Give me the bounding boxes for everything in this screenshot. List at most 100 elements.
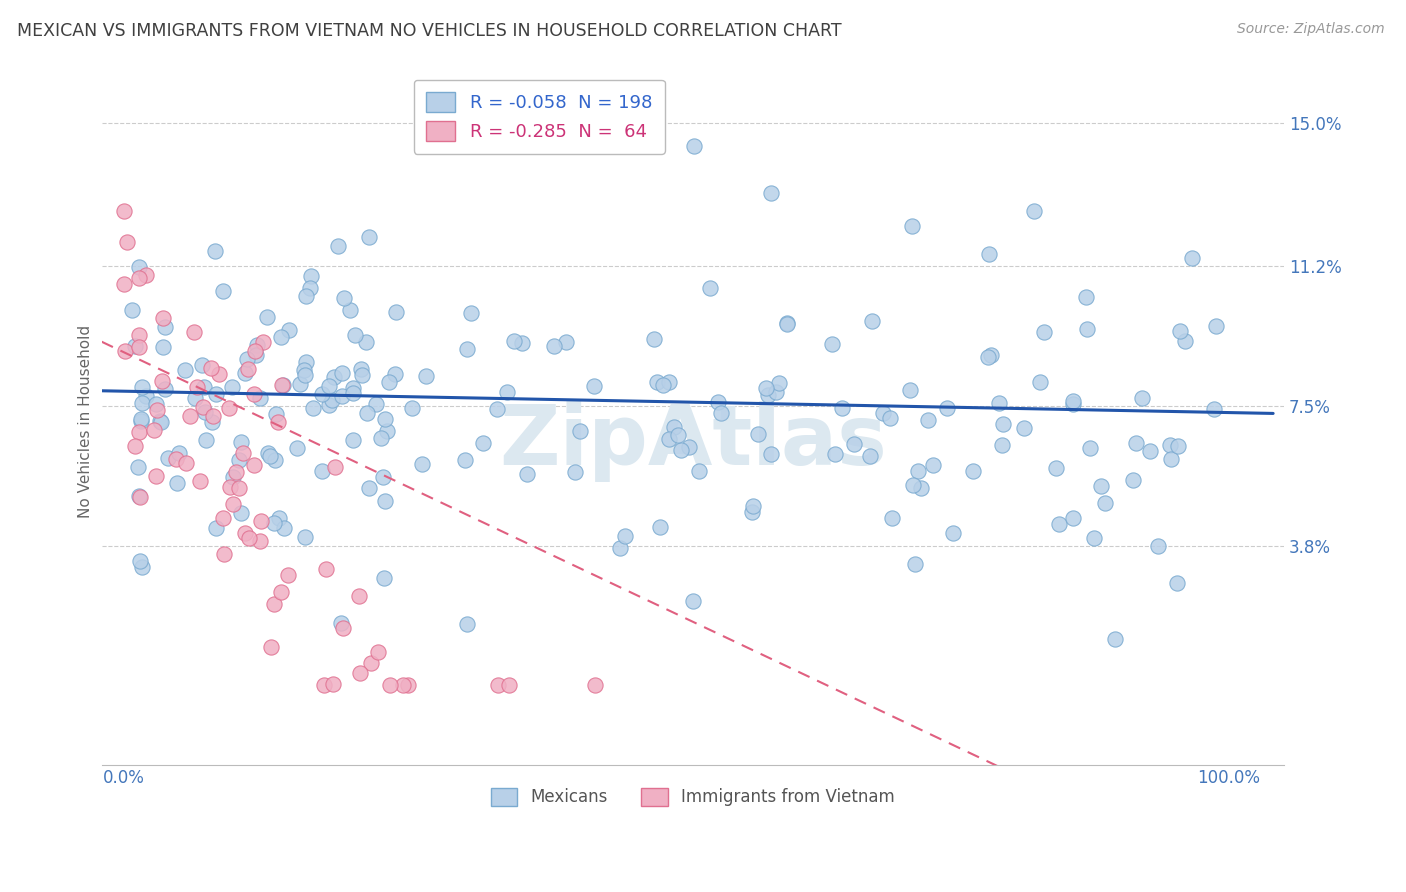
Point	[127, 459, 149, 474]
Point	[1076, 322, 1098, 336]
Point	[222, 470, 245, 484]
Point	[314, 678, 336, 692]
Point	[221, 380, 243, 394]
Point	[250, 514, 273, 528]
Point	[707, 395, 730, 409]
Point	[456, 616, 478, 631]
Point	[131, 380, 153, 394]
Point	[375, 424, 398, 438]
Point	[907, 464, 929, 478]
Point	[1094, 496, 1116, 510]
Point	[183, 391, 205, 405]
Point	[583, 678, 606, 692]
Point	[318, 398, 340, 412]
Point	[311, 387, 333, 401]
Point	[294, 368, 316, 383]
Point	[367, 645, 389, 659]
Point	[1104, 632, 1126, 647]
Point	[344, 327, 367, 342]
Point	[1139, 443, 1161, 458]
Point	[349, 666, 371, 681]
Point	[114, 204, 136, 219]
Point	[688, 464, 710, 478]
Point	[229, 506, 252, 520]
Point	[564, 465, 586, 479]
Point	[1062, 511, 1084, 525]
Point	[658, 432, 681, 446]
Point	[991, 437, 1014, 451]
Point	[194, 434, 217, 448]
Point	[987, 396, 1010, 410]
Point	[245, 348, 267, 362]
Point	[860, 314, 883, 328]
Point	[186, 380, 208, 394]
Point	[238, 362, 260, 376]
Point	[238, 531, 260, 545]
Point	[1147, 539, 1170, 553]
Point	[143, 423, 166, 437]
Point	[225, 465, 247, 479]
Point	[879, 411, 901, 425]
Point	[322, 369, 344, 384]
Point	[131, 559, 153, 574]
Point	[401, 401, 423, 415]
Point	[682, 139, 704, 153]
Point	[1166, 576, 1188, 591]
Point	[374, 412, 396, 426]
Point	[977, 247, 1000, 261]
Point	[219, 480, 242, 494]
Point	[977, 350, 1000, 364]
Point	[145, 469, 167, 483]
Point	[651, 378, 673, 392]
Point	[454, 452, 477, 467]
Point	[191, 401, 214, 415]
Point	[880, 511, 903, 525]
Point	[650, 520, 672, 534]
Point	[165, 452, 187, 467]
Point	[322, 677, 344, 691]
Point	[844, 437, 866, 451]
Point	[152, 340, 174, 354]
Point	[747, 426, 769, 441]
Point	[350, 362, 373, 376]
Point	[263, 453, 285, 467]
Point	[299, 268, 322, 283]
Point	[741, 505, 763, 519]
Point	[249, 391, 271, 405]
Point	[373, 571, 395, 585]
Point	[292, 363, 315, 377]
Point	[295, 288, 318, 302]
Point	[243, 458, 266, 472]
Point	[678, 440, 700, 454]
Point	[131, 396, 153, 410]
Point	[903, 478, 925, 492]
Point	[204, 521, 226, 535]
Point	[153, 319, 176, 334]
Point	[128, 425, 150, 440]
Point	[349, 589, 371, 603]
Point	[411, 458, 433, 472]
Point	[699, 281, 721, 295]
Point	[742, 500, 765, 514]
Point	[643, 332, 665, 346]
Point	[128, 270, 150, 285]
Point	[205, 387, 228, 401]
Point	[188, 475, 211, 489]
Point	[218, 401, 240, 415]
Point	[135, 389, 157, 403]
Point	[323, 459, 346, 474]
Point	[1170, 324, 1192, 338]
Point	[121, 302, 143, 317]
Point	[824, 447, 846, 461]
Point	[485, 401, 508, 416]
Point	[129, 554, 152, 568]
Point	[287, 441, 309, 455]
Point	[1174, 334, 1197, 349]
Point	[294, 530, 316, 544]
Point	[1080, 442, 1102, 456]
Point	[252, 335, 274, 350]
Point	[299, 281, 322, 295]
Point	[124, 339, 146, 353]
Point	[208, 367, 231, 381]
Point	[872, 406, 894, 420]
